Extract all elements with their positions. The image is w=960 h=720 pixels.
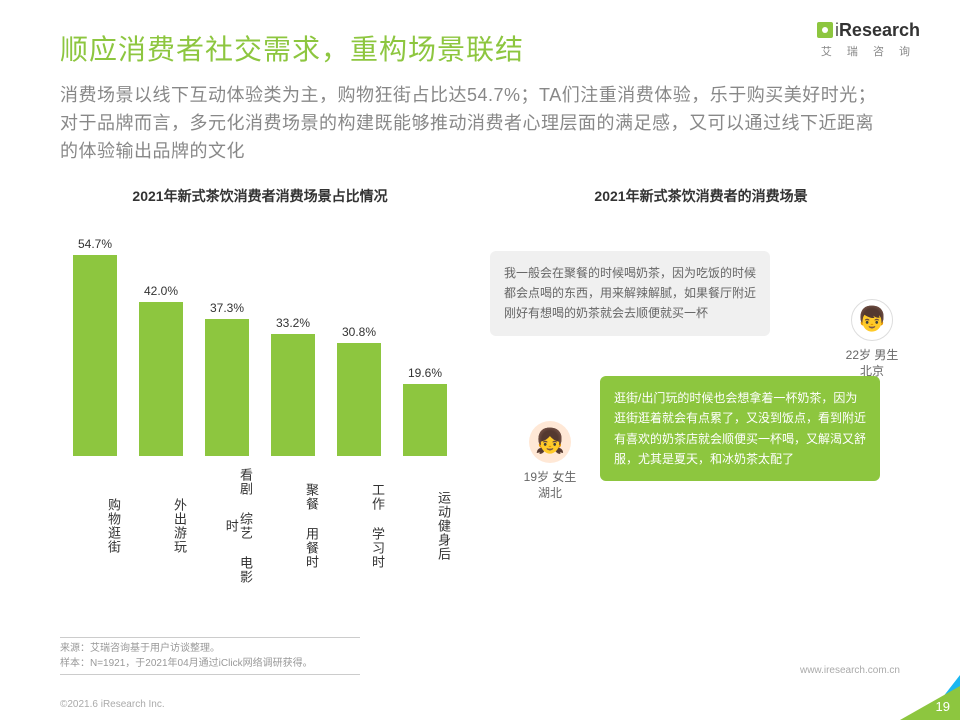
avatar-female-icon: 👧 <box>529 421 571 463</box>
bar-value-label: 42.0% <box>144 284 178 298</box>
bar-5: 19.6% <box>400 366 450 456</box>
persona-2-age: 19岁 女生 <box>510 469 590 486</box>
bar-value-label: 33.2% <box>276 316 310 330</box>
x-axis-label: 看剧 综艺 电影时 <box>202 466 252 586</box>
source-note: 来源：艾瑞咨询基于用户访谈整理。 样本：N=1921，于2021年04月通过iC… <box>60 634 360 678</box>
bar-rect <box>337 343 381 456</box>
source-line1: 来源：艾瑞咨询基于用户访谈整理。 <box>60 641 360 656</box>
bar-0: 54.7% <box>70 237 120 456</box>
bar-rect <box>73 255 117 456</box>
logo: iResearch 艾 瑞 咨 询 <box>817 20 920 59</box>
bar-value-label: 30.8% <box>342 325 376 339</box>
quotes-panel: 2021年新式茶饮消费者的消费场景 我一般会在聚餐的时候喝奶茶，因为吃饭的时候都… <box>490 186 912 536</box>
x-axis-label: 购物逛街 <box>70 466 120 586</box>
quote-block: 我一般会在聚餐的时候喝奶茶，因为吃饭的时候都会点喝的东西，用来解辣解腻，如果餐厅… <box>490 251 912 482</box>
persona-2: 👧 19岁 女生 湖北 <box>510 421 590 503</box>
quote-1: 我一般会在聚餐的时候喝奶茶，因为吃饭的时候都会点喝的东西，用来解辣解腻，如果餐厅… <box>490 251 770 336</box>
logo-text: iResearch <box>835 20 920 40</box>
avatar-male-icon: 👦 <box>851 299 893 341</box>
logo-icon <box>817 22 833 38</box>
quote-2: 逛街/出门玩的时候也会想拿着一杯奶茶，因为逛街逛着就会有点累了，又没到饭点，看到… <box>600 376 880 482</box>
slide: iResearch 艾 瑞 咨 询 顺应消费者社交需求，重构场景联结 消费场景以… <box>0 0 960 720</box>
right-title: 2021年新式茶饮消费者的消费场景 <box>490 186 912 206</box>
page-title: 顺应消费者社交需求，重构场景联结 <box>60 28 912 68</box>
bar-rect <box>403 384 447 456</box>
bar-value-label: 37.3% <box>210 301 244 315</box>
persona-1-age: 22岁 男生 <box>832 347 912 364</box>
bar-rect <box>139 302 183 456</box>
persona-2-city: 湖北 <box>510 485 590 502</box>
bar-4: 30.8% <box>334 325 384 456</box>
bar-1: 42.0% <box>136 284 186 456</box>
corner-green <box>900 686 960 720</box>
content-row: 2021年新式茶饮消费者消费场景占比情况 54.7% 42.0% 37.3% 33.2… <box>60 186 912 536</box>
bar-chart: 54.7%42.0%37.3%33.2%30.8%19.6% 购物逛街外出游玩看… <box>60 236 460 536</box>
chart-title: 2021年新式茶饮消费者消费场景占比情况 <box>60 186 460 206</box>
page-subtitle: 消费场景以线下互动体验类为主，购物狂街占比达54.7%；TA们注重消费体验，乐于… <box>60 82 890 166</box>
bar-3: 33.2% <box>268 316 318 456</box>
chart-panel: 2021年新式茶饮消费者消费场景占比情况 54.7% 42.0% 37.3% 33.2… <box>60 186 460 536</box>
x-axis-label: 工作 学习时 <box>334 466 384 586</box>
bar-value-label: 54.7% <box>78 237 112 251</box>
bar-rect <box>205 319 249 456</box>
page-number: 19 <box>936 699 950 714</box>
logo-subtitle: 艾 瑞 咨 询 <box>817 43 920 59</box>
x-axis-label: 聚餐 用餐时 <box>268 466 318 586</box>
bar-rect <box>271 334 315 456</box>
copyright: ©2021.6 iResearch Inc. <box>60 699 165 710</box>
url: www.iresearch.com.cn <box>800 665 900 676</box>
source-line2: 样本：N=1921，于2021年04月通过iClick网络调研获得。 <box>60 656 360 671</box>
x-axis-label: 运动健身后 <box>400 466 450 586</box>
bar-2: 37.3% <box>202 301 252 456</box>
bar-value-label: 19.6% <box>408 366 442 380</box>
persona-1-city: 北京 <box>832 363 912 380</box>
x-axis-label: 外出游玩 <box>136 466 186 586</box>
persona-1: 👦 22岁 男生 北京 <box>832 299 912 381</box>
